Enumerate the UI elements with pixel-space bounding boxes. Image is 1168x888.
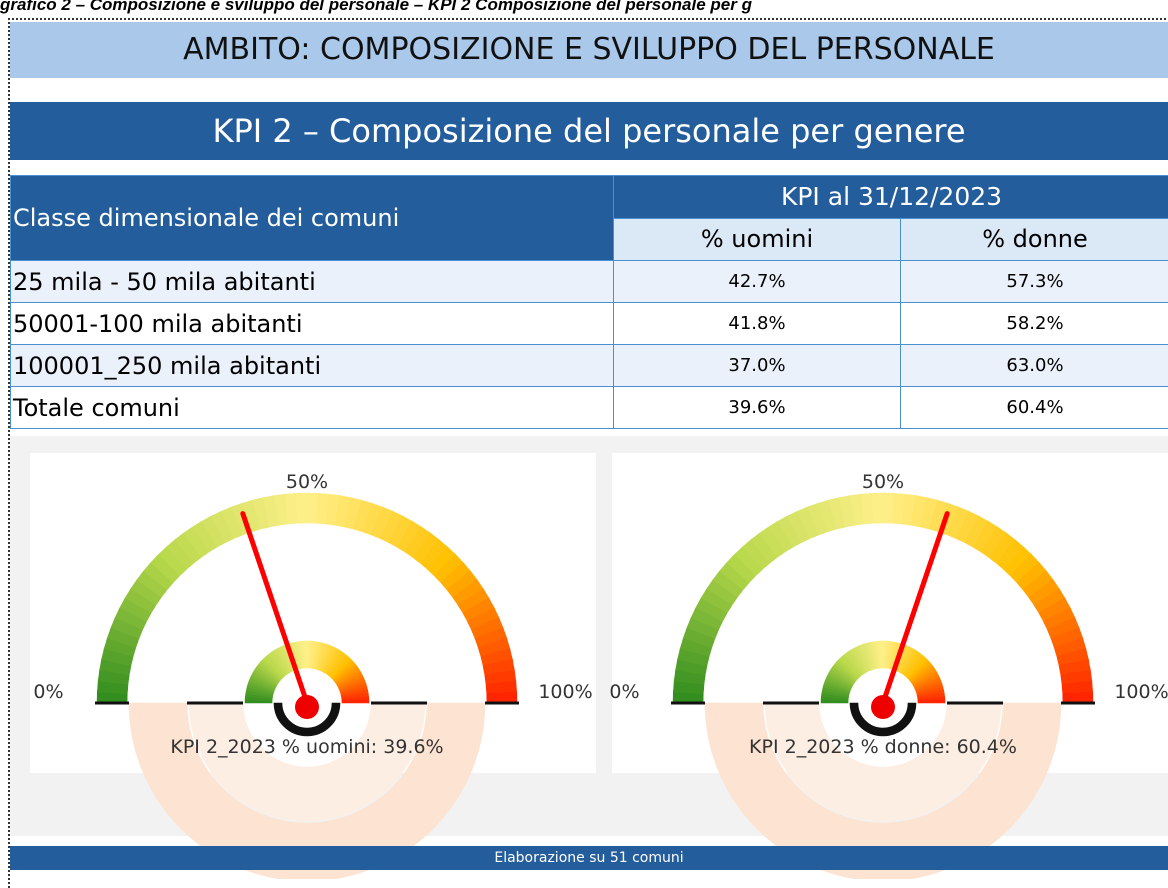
gauge-band [296,493,307,523]
gauge-band [97,692,127,703]
gauge-band [883,493,894,523]
needle-hub [295,695,319,719]
needle-hub [871,695,895,719]
gauge-band [307,493,318,523]
footer: Elaborazione su 51 comuni [10,846,1168,870]
gauge-band [487,692,517,703]
gauge-caption: KPI 2_2023 % uomini: 39.6% [170,736,443,758]
gauge-tick-label: 100% [1114,681,1168,703]
gauge-band [872,493,883,523]
gauge-tick-label: 50% [862,471,904,493]
gauge-caption: KPI 2_2023 % donne: 60.4% [749,736,1017,758]
gauge-band [673,692,703,703]
gauge-tick-label: 100% [538,681,592,703]
gauge-tick-label: 50% [286,471,328,493]
gauge-band [1063,692,1093,703]
gauge-tick-label: 0% [609,681,639,703]
gauge-tick-label: 0% [33,681,63,703]
